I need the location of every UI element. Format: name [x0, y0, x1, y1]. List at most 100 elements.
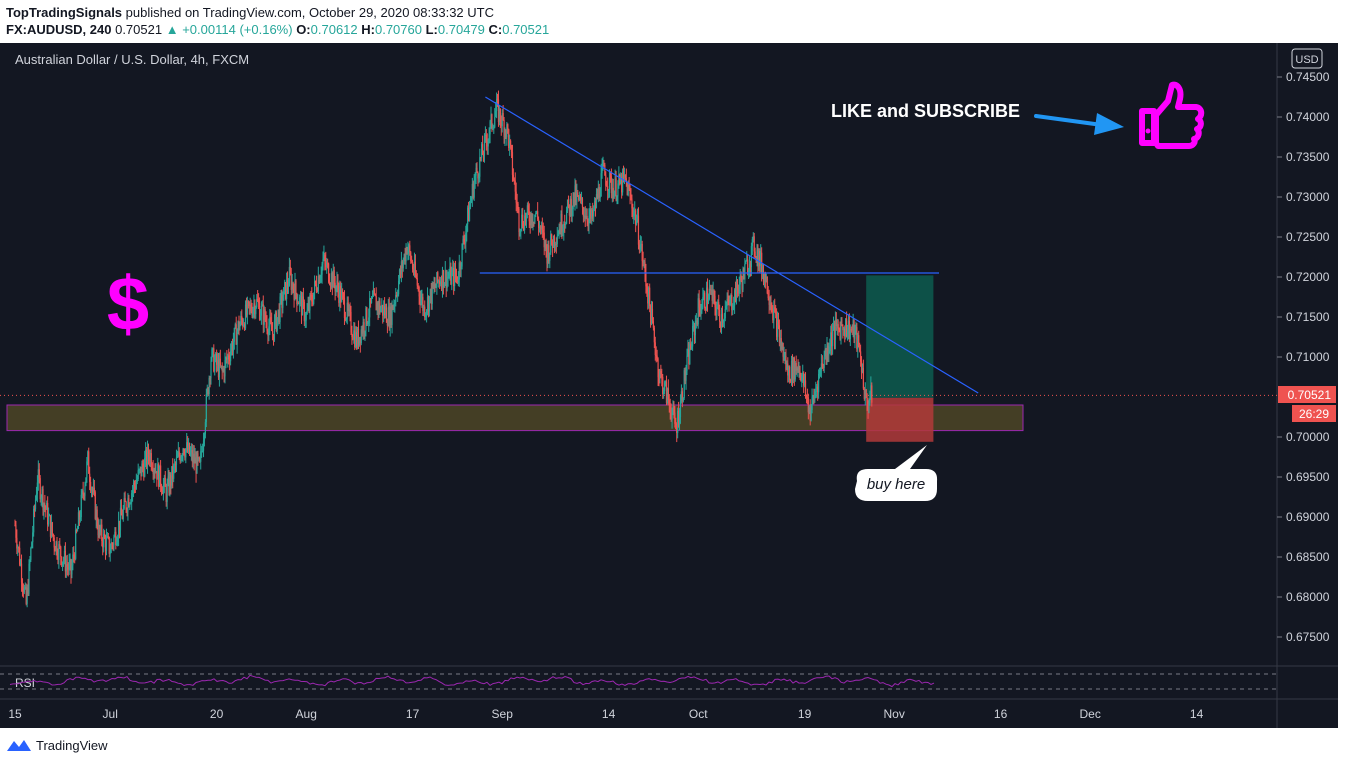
candle-body — [513, 179, 515, 181]
buy-here-text: buy here — [867, 476, 925, 493]
candle — [286, 271, 289, 294]
candle-body — [608, 171, 611, 190]
currency-badge: USD — [1295, 54, 1318, 66]
candle-body — [785, 356, 787, 370]
candle — [348, 304, 350, 317]
candle-body — [398, 269, 401, 281]
candle-body — [715, 307, 717, 315]
candle-body — [283, 287, 285, 301]
candle — [241, 309, 243, 326]
footer-brand[interactable]: TradingView — [6, 735, 108, 755]
candle-body — [304, 320, 306, 322]
candle — [121, 509, 123, 520]
candle — [613, 190, 615, 199]
candle-body — [577, 192, 579, 196]
candle-body — [492, 127, 494, 129]
candle — [393, 299, 395, 313]
candle-body — [683, 370, 685, 398]
candle — [699, 300, 701, 317]
candle — [29, 556, 31, 572]
candle-body — [276, 317, 278, 331]
candle — [562, 224, 564, 237]
candle — [432, 281, 434, 290]
candle — [359, 336, 361, 353]
candle — [391, 300, 393, 334]
candle-body — [388, 306, 390, 328]
candle-body — [123, 498, 125, 509]
candle-body — [18, 547, 20, 549]
candle — [738, 276, 740, 302]
candle-body — [395, 295, 397, 303]
candle-body — [245, 304, 248, 315]
candle-body — [40, 498, 42, 500]
candle — [526, 202, 528, 219]
currency-badge-box[interactable] — [1291, 48, 1323, 69]
candle — [99, 524, 101, 540]
candle-body — [578, 195, 580, 200]
candle-body — [275, 312, 277, 331]
candle-body — [34, 508, 36, 510]
candle-body — [776, 313, 778, 337]
candle — [860, 356, 863, 380]
candle — [811, 388, 813, 414]
candle — [730, 293, 732, 307]
candle-body — [79, 517, 81, 520]
candle-body — [465, 232, 467, 244]
candle — [534, 214, 536, 225]
candle-body — [258, 303, 261, 320]
candle-body — [765, 276, 767, 283]
candle — [431, 281, 433, 310]
candle-body — [160, 465, 162, 487]
candle — [443, 281, 445, 289]
candle — [297, 294, 299, 306]
candle-body — [106, 536, 108, 538]
candle-body — [448, 276, 450, 278]
candle — [519, 228, 521, 237]
candle — [810, 404, 812, 422]
candle — [222, 365, 224, 373]
candle — [841, 317, 843, 327]
candle-body — [425, 313, 427, 318]
candle — [559, 221, 561, 235]
candle — [757, 244, 759, 273]
candle — [607, 177, 609, 201]
candle-body — [162, 484, 164, 494]
candle-body — [277, 309, 279, 318]
candle — [243, 318, 245, 328]
candle — [717, 299, 719, 310]
candle-body — [108, 537, 110, 554]
candle — [602, 156, 604, 171]
candle-body — [630, 196, 632, 199]
candle — [729, 295, 731, 306]
chart-canvas[interactable]: 0.745000.740000.735000.730000.725000.720… — [0, 43, 1338, 728]
candle — [457, 271, 459, 287]
candle-body — [89, 473, 91, 482]
open-label: O: — [296, 22, 311, 37]
candle-body — [408, 245, 410, 251]
last-price-tag — [1278, 386, 1336, 403]
candle-body — [48, 515, 51, 517]
candle — [461, 243, 463, 270]
candle-body — [161, 491, 164, 494]
candle — [179, 452, 181, 464]
candle-body — [248, 301, 250, 307]
candle — [795, 355, 797, 375]
candle-body — [871, 385, 873, 403]
author-name[interactable]: TopTradingSignals — [6, 5, 123, 20]
candle-body — [454, 268, 456, 287]
candle-body — [797, 368, 799, 371]
candle — [281, 289, 283, 318]
candle-body — [515, 191, 517, 203]
candle — [320, 266, 322, 283]
candle — [793, 356, 795, 386]
candle-body — [62, 561, 64, 566]
candle-body — [244, 304, 247, 329]
candle — [216, 349, 218, 373]
candle — [826, 337, 828, 365]
candle-body — [422, 297, 424, 311]
candle-body — [316, 290, 318, 292]
candle — [859, 342, 861, 353]
candle-body — [389, 306, 391, 328]
candle — [724, 300, 726, 322]
candle-body — [641, 243, 643, 262]
